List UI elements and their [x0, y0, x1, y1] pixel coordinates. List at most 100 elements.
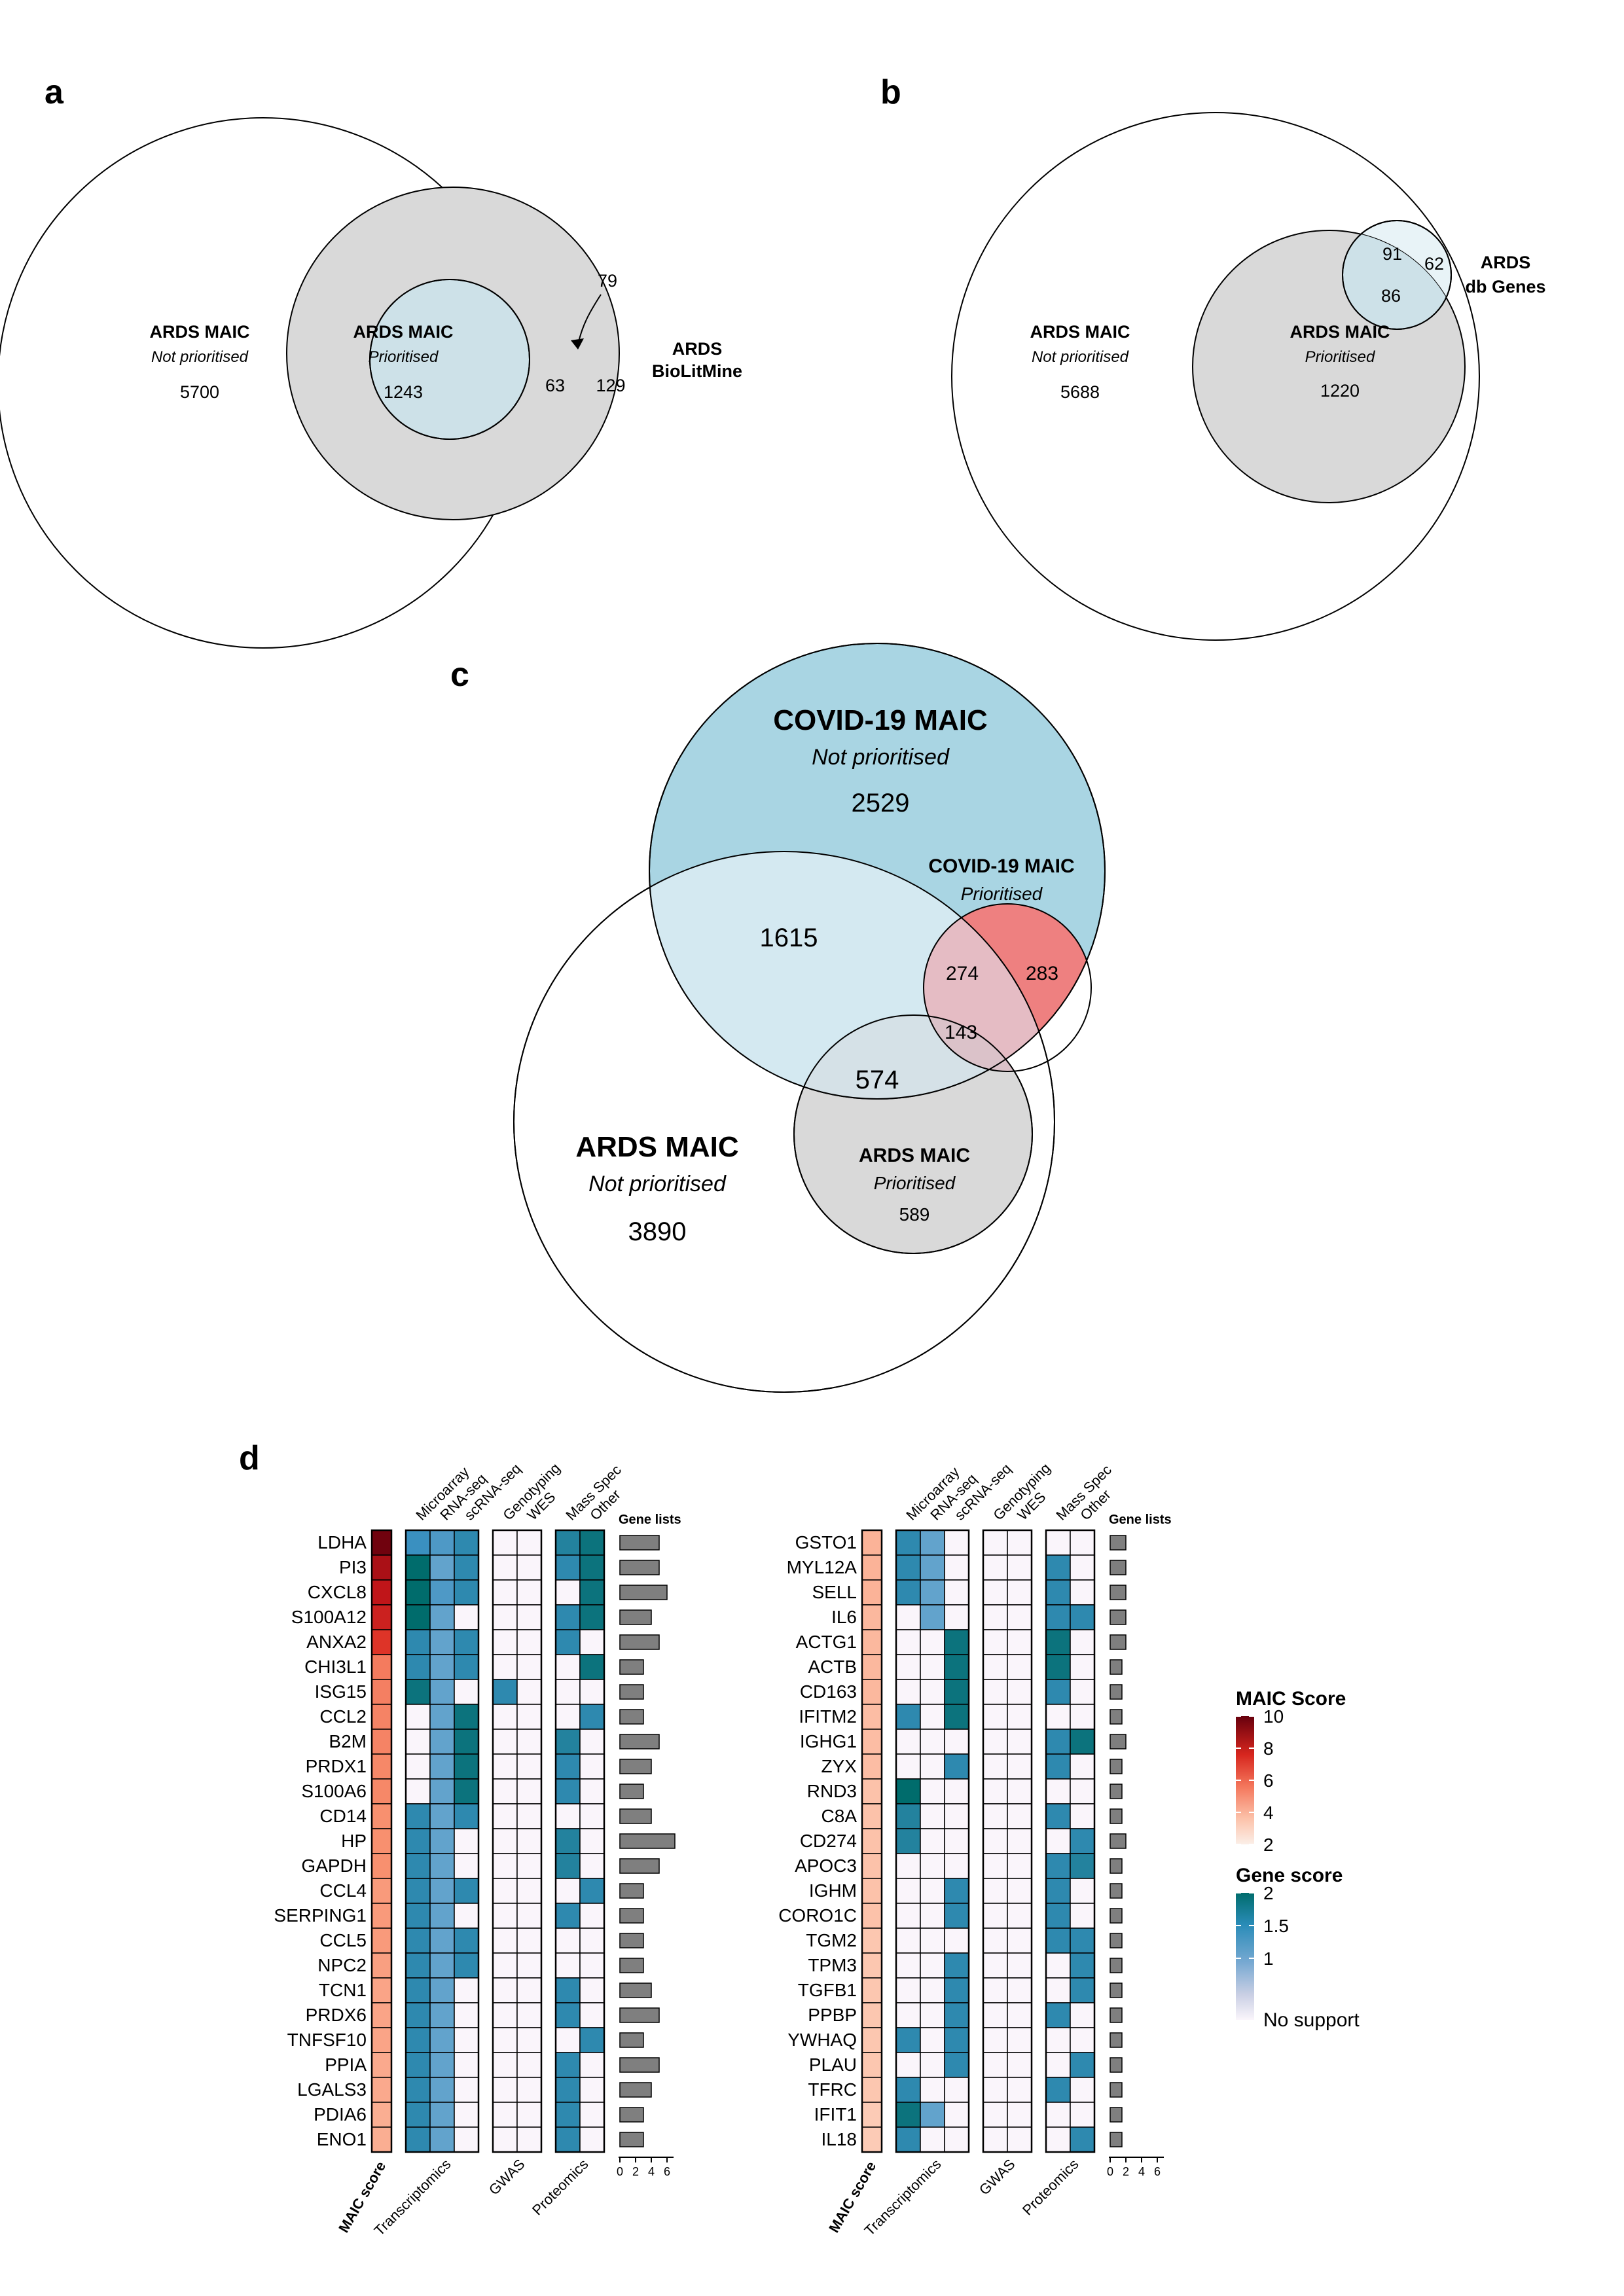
gene-score-cell-right — [1045, 1952, 1071, 1979]
gene-score-cell-left — [555, 1629, 581, 1655]
legend-maic-tick-label: 2 — [1263, 1835, 1274, 1855]
gene-lists-bar-left — [619, 1982, 652, 1998]
gene-lists-bar-left — [619, 1833, 676, 1849]
panel-d: d LDHA PI3 CXCL8 S100A12 ANXA2 CHI3L1 ISG15 CCL… — [239, 1439, 1360, 2239]
gene-score-cell-left — [555, 1928, 581, 1954]
gene-score-cell-left — [405, 1629, 431, 1655]
maic-score-cell-left — [371, 2027, 392, 2053]
gene-score-cell-left — [405, 2077, 431, 2103]
maic-score-cell-left — [371, 2102, 392, 2128]
a-callout-arrow — [577, 294, 602, 345]
maic-score-cell-left — [371, 1679, 392, 1705]
maic-score-cell-left — [371, 1704, 392, 1730]
gene-score-cell-right — [920, 1778, 945, 1804]
gene-score-cell-left — [579, 1828, 605, 1854]
column-group-outline-left — [405, 1529, 480, 2153]
b-not-prioritised-label: Not prioritised — [1032, 348, 1129, 366]
gene-lists-bar-left — [619, 1858, 660, 1874]
gene-score-cell-right — [1045, 1977, 1071, 2003]
gene-score-cell-left — [454, 1928, 479, 1954]
gene-score-cell-right — [895, 2052, 921, 2078]
gene-score-cell-right — [983, 1729, 1008, 1755]
gene-score-cell-right — [1070, 1554, 1095, 1581]
gene-score-cell-left — [516, 2002, 542, 2028]
gene-score-cell-left — [555, 1878, 581, 1904]
maic-score-cell-left — [371, 1629, 392, 1655]
gene-score-cell-right — [1045, 1853, 1071, 1879]
b-dbgenes-outline — [1342, 220, 1452, 330]
gene-score-cell-right — [944, 2002, 969, 2028]
gene-score-cell-left — [429, 1729, 455, 1755]
maic-score-cell-right — [861, 1554, 882, 1581]
gene-score-cell-right — [983, 2027, 1008, 2053]
maic-score-cell-left — [371, 1828, 392, 1854]
gene-score-cell-left — [429, 1579, 455, 1605]
maic-score-cell-left — [371, 1530, 392, 1556]
gene-lists-bar-left — [619, 2057, 660, 2073]
gene-score-cell-right — [1007, 1629, 1032, 1655]
gene-score-cell-left — [492, 2102, 518, 2128]
panel-a: a ARDS MAIC Not prioritised 5700 ARDS MA… — [0, 73, 742, 649]
gene-score-cell-left — [516, 2077, 542, 2103]
gene-label-left: CCL5 — [319, 1930, 367, 1950]
legend-gene-tick-label: 1.5 — [1263, 1916, 1289, 1936]
column-group-outline-right — [1045, 1529, 1096, 2153]
gene-lists-bar-right — [1110, 2107, 1123, 2123]
gene-score-cell-right — [983, 1952, 1008, 1979]
gene-score-cell-right — [1007, 1704, 1032, 1730]
gene-score-cell-left — [454, 2077, 479, 2103]
a-count-prioritised: 1243 — [384, 382, 423, 402]
group-label-left: GWAS — [486, 2156, 528, 2198]
gene-score-cell-right — [1007, 1579, 1032, 1605]
gene-score-cell-left — [429, 1977, 455, 2003]
gene-score-cell-right — [920, 1977, 945, 2003]
gene-score-cell-right — [944, 2052, 969, 2078]
gene-score-cell-left — [516, 1729, 542, 1755]
gene-lists-header-right: Gene lists — [1109, 1513, 1172, 1527]
legend-gene-title: Gene score — [1236, 1865, 1343, 1886]
gene-score-cell-right — [1070, 1729, 1095, 1755]
gene-score-cell-left — [454, 1604, 479, 1630]
gene-lists-bar-left — [619, 1784, 644, 1799]
gene-score-cell-right — [983, 1704, 1008, 1730]
gene-score-cell-right — [983, 1554, 1008, 1581]
gene-score-cell-right — [1070, 1704, 1095, 1730]
gene-score-cell-left — [405, 1928, 431, 1954]
gene-score-cell-left — [429, 1629, 455, 1655]
gene-score-cell-right — [983, 2126, 1008, 2153]
legend-maic-title: MAIC Score — [1236, 1688, 1346, 1710]
gene-lists-bar-left — [619, 1659, 644, 1675]
gene-score-cell-right — [895, 1828, 921, 1854]
b-dbgenes-line2: db Genes — [1465, 277, 1545, 296]
gene-score-cell-left — [555, 2002, 581, 2028]
gene-score-cell-left — [405, 1704, 431, 1730]
gene-score-cell-left — [405, 1977, 431, 2003]
gene-score-cell-right — [944, 1952, 969, 1979]
gene-score-cell-left — [429, 1604, 455, 1630]
gene-score-cell-left — [555, 2077, 581, 2103]
gene-score-cell-right — [983, 1604, 1008, 1630]
gene-score-cell-left — [492, 1679, 518, 1705]
gene-score-cell-right — [920, 1853, 945, 1879]
gene-score-cell-right — [1045, 1530, 1071, 1556]
maic-score-cell-right — [861, 1629, 882, 1655]
gene-lists-axis-tick-label-right: 0 — [1107, 2165, 1113, 2178]
gene-lists-bar-left — [619, 1958, 644, 1973]
gene-score-cell-right — [920, 1679, 945, 1705]
gene-score-cell-right — [1007, 2126, 1032, 2153]
gene-score-cell-left — [555, 1977, 581, 2003]
gene-score-cell-right — [944, 1554, 969, 1581]
gene-score-cell-right — [1045, 1579, 1071, 1605]
gene-label-right: IGHM — [809, 1880, 857, 1901]
maic-column-outline-right — [861, 1529, 883, 2153]
gene-score-cell-right — [1045, 1554, 1071, 1581]
gene-score-cell-right — [920, 1828, 945, 1854]
gene-score-cell-left — [429, 1952, 455, 1979]
gene-score-cell-right — [1045, 1753, 1071, 1780]
gene-label-left: TCN1 — [319, 1980, 367, 2000]
gene-score-cell-right — [1070, 1679, 1095, 1705]
gene-score-cell-left — [454, 1679, 479, 1705]
gene-score-cell-right — [944, 2102, 969, 2128]
gene-score-cell-left — [516, 1530, 542, 1556]
gene-score-cell-left — [579, 2077, 605, 2103]
